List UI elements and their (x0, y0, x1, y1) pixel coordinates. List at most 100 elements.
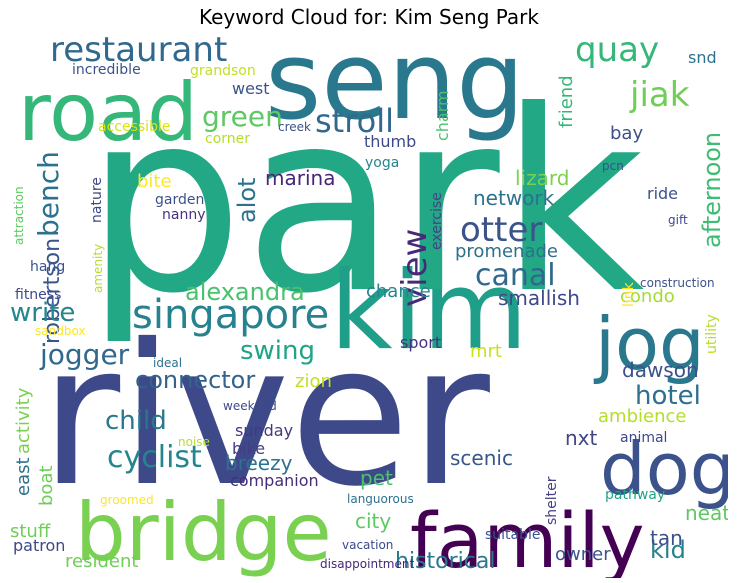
word-network: network (473, 186, 555, 210)
word-sunday: sunday (235, 421, 294, 440)
word-languorous: languorous (347, 492, 414, 506)
word-utility: utility (704, 313, 720, 354)
word-charm: charm (433, 90, 452, 141)
word-ideal: ideal (153, 356, 183, 370)
word-mrt: mrt (470, 341, 502, 362)
word-bay: bay (610, 123, 644, 144)
word-snd: snd (688, 48, 717, 67)
word-noise: noise (178, 435, 210, 449)
word-family: family (410, 496, 645, 579)
word-breezy: breezy (225, 451, 293, 475)
word-cloud: park river seng kim road bridge family dog jog si… (10, 33, 728, 578)
word-write: write (10, 298, 76, 328)
word-stuff: stuff (10, 521, 51, 542)
word-ambience: ambience (598, 406, 687, 427)
word-fitness: fitness (15, 287, 62, 303)
word-garden: garden (155, 192, 205, 208)
word-bench: bench (32, 151, 65, 237)
word-sandbox: sandbox (35, 324, 86, 338)
word-sport: sport (400, 333, 442, 352)
word-hotel: hotel (635, 381, 701, 411)
word-alexandra: alexandra (185, 278, 305, 306)
word-corner: corner (205, 131, 251, 147)
word-nxt: nxt (565, 426, 598, 450)
word-east: east (13, 457, 34, 497)
word-bike: bike (232, 439, 266, 458)
word-bridge: bridge (75, 486, 332, 578)
word-boat: boat (36, 465, 57, 507)
word-jog: jog (595, 302, 705, 386)
word-connector: connector (135, 366, 256, 394)
word-stroll: stroll (315, 102, 395, 140)
word-pathway: pathway (605, 487, 666, 503)
word-pcn: pcn (602, 159, 624, 173)
word-road: road (18, 66, 198, 159)
word-amenity: amenity (91, 244, 105, 294)
word-owner: owner (555, 544, 611, 565)
word-suitable: suitable (485, 527, 541, 543)
word-otter: otter (460, 210, 543, 250)
word-grandson: grandson (190, 63, 256, 79)
word-animal: animal (620, 430, 668, 446)
word-green: green (202, 100, 283, 133)
word-smallish: smallish (498, 286, 580, 310)
word-resident: resident (65, 551, 139, 572)
word-attraction: attraction (12, 186, 26, 245)
word-accessible: accessible (98, 119, 171, 135)
word-bite: bite (137, 171, 172, 192)
word-marina: marina (265, 166, 336, 190)
word-river: river (40, 302, 490, 529)
word-yoga: yoga (365, 155, 400, 171)
word-patron: patron (13, 536, 66, 555)
word-groomed: groomed (100, 493, 154, 507)
word-dog: dog (600, 427, 728, 511)
word-thumb: thumb (364, 132, 417, 151)
word-kim: kim (330, 249, 528, 374)
word-restaurant: restaurant (50, 33, 228, 70)
word-kid: kid (650, 536, 686, 564)
word-pet: pet (360, 466, 393, 490)
word-nanny: nanny (162, 207, 206, 223)
word-dawson: dawson (622, 358, 699, 382)
word-city: city (355, 509, 392, 533)
word-nature: nature (89, 177, 105, 224)
word-incredible: incredible (72, 62, 141, 78)
word-scenic: scenic (450, 446, 513, 470)
word-park: park (85, 57, 645, 348)
word-gift: gift (668, 213, 688, 227)
word-exercise: exercise (429, 192, 445, 251)
word-canal: canal (475, 258, 556, 293)
word-activity: activity (13, 388, 34, 455)
word-construction: construction (640, 276, 715, 290)
word-afternoon: afternoon (698, 131, 726, 248)
word-cyclist: cyclist (107, 440, 202, 475)
word-historical: historical (395, 549, 496, 574)
word-companion: companion (230, 471, 319, 490)
word-shelter: shelter (544, 476, 560, 525)
word-neat: neat (685, 501, 728, 525)
word-link: link (621, 281, 637, 307)
word-friend: friend (556, 75, 577, 128)
word-zion: zion (295, 371, 332, 392)
word-jiak: jiak (630, 75, 690, 115)
word-hang: hang (30, 259, 66, 275)
word-tan: tan (650, 526, 683, 550)
word-jogger: jogger (40, 338, 130, 371)
word-chance: chance (366, 281, 431, 302)
word-condo: condo (620, 286, 675, 307)
word-alot: alot (233, 177, 261, 223)
word-singapore: singapore (132, 292, 330, 338)
word-weekend: weekend (223, 399, 277, 413)
word-lizard: lizard (515, 166, 570, 190)
chart-title: Keyword Cloud for: Kim Seng Park (199, 5, 539, 29)
word-swing: swing (240, 336, 316, 366)
word-vacation: vacation (342, 538, 394, 552)
word-child: child (105, 406, 167, 436)
word-quay: quay (575, 33, 660, 70)
word-disappointment: disappointment (320, 557, 415, 571)
word-seng: seng (265, 33, 525, 144)
word-west: west (232, 79, 270, 98)
word-promenade: promenade (455, 241, 558, 262)
word-ride: ride (647, 184, 679, 203)
word-creek: creek (278, 120, 311, 134)
